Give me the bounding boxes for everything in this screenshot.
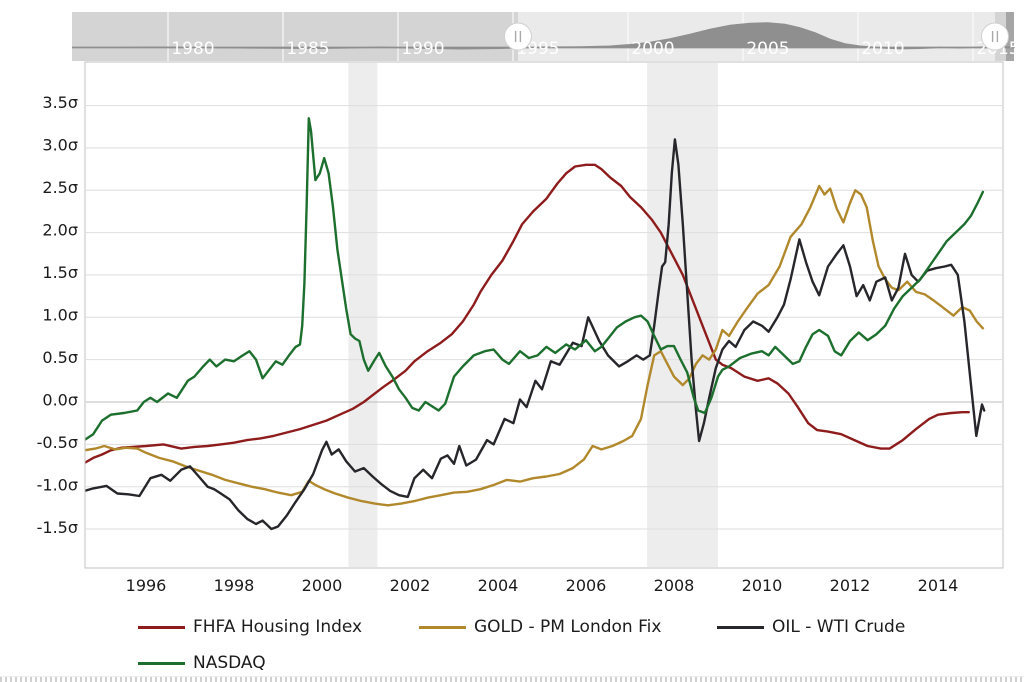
series-lines: [85, 117, 986, 531]
x-tick-label: 2008: [654, 576, 695, 595]
y-tick-label: 2.0σ: [42, 221, 78, 240]
navigator-preview-area: [71, 22, 1015, 50]
x-tick-label: 2014: [918, 576, 959, 595]
x-axis-labels: 1996 1998 2000 2002 2004 2006 2008 2010 …: [126, 576, 959, 595]
recession-band: [647, 63, 718, 567]
x-tick-label: 2010: [742, 576, 783, 595]
navigator-year-label: 2005: [746, 39, 789, 59]
legend-swatch-gold: [419, 625, 466, 629]
navigator-year-label: 1980: [171, 39, 214, 59]
series-line-gold-pm-london-fix: [85, 184, 985, 507]
plot-area[interactable]: [85, 62, 1003, 568]
x-tick-label: 1996: [126, 576, 167, 595]
x-tick-label: 1998: [214, 576, 255, 595]
x-tick-label: 2004: [478, 576, 519, 595]
plot-border: [84, 61, 1004, 569]
navigator-year-label: 2010: [861, 39, 904, 59]
recession-band: [348, 63, 378, 567]
navigator-year-label: 2000: [631, 39, 674, 59]
legend-swatch-nasdaq: [138, 661, 185, 665]
y-tick-label: -1.0σ: [37, 476, 78, 495]
legend-swatch-fhfa: [138, 625, 185, 629]
legend-label: NASDAQ: [193, 653, 266, 673]
range-navigator: 1980 1985 1990 1995 2000 2005 2010 2015: [71, 12, 1020, 61]
x-tick-label: 2002: [390, 576, 431, 595]
drag-handle-icon: [991, 31, 999, 42]
y-tick-label: 0.5σ: [42, 348, 78, 367]
navigator-left-handle[interactable]: [504, 22, 532, 51]
y-axis-labels: 3.5σ 3.0σ 2.5σ 2.0σ 1.5σ 1.0σ 0.5σ 0.0σ …: [37, 93, 78, 537]
clipped-text-strip: [0, 676, 1024, 682]
x-tick-label: 2012: [830, 576, 871, 595]
navigator-year-label: 1985: [286, 39, 329, 59]
drag-handle-icon: [514, 31, 522, 42]
x-tick-label: 2006: [566, 576, 607, 595]
recession-bands: [348, 63, 718, 567]
x-tick-label: 2000: [302, 576, 343, 595]
y-tick-label: 1.5σ: [42, 263, 78, 282]
y-tick-label: 3.0σ: [42, 136, 78, 155]
series-line-nasdaq: [85, 117, 985, 441]
legend-label: GOLD - PM London Fix: [474, 617, 662, 637]
navigator-edge-sliver: [1006, 12, 1014, 61]
navigator-year-label: 1990: [401, 39, 444, 59]
legend-item-oil[interactable]: OIL - WTI Crude: [717, 617, 906, 637]
legend-label: FHFA Housing Index: [193, 617, 363, 637]
legend-item-gold[interactable]: GOLD - PM London Fix: [419, 617, 662, 637]
navigator-area-series: [71, 22, 1015, 50]
navigator-right-handle[interactable]: [981, 22, 1009, 51]
legend-label: OIL - WTI Crude: [772, 617, 906, 637]
y-tick-label: -0.5σ: [37, 433, 78, 452]
legend-item-fhfa[interactable]: FHFA Housing Index: [138, 617, 363, 637]
y-tick-label: 3.5σ: [42, 93, 78, 112]
y-tick-label: -1.5σ: [37, 518, 78, 537]
series-line-oil-wti-crude: [85, 138, 986, 531]
main-plot: 3.5σ 3.0σ 2.5σ 2.0σ 1.5σ 1.0σ 0.5σ 0.0σ …: [37, 61, 1004, 595]
y-tick-label: 0.0σ: [42, 391, 78, 410]
legend-swatch-oil: [717, 625, 764, 629]
legend-item-nasdaq[interactable]: NASDAQ: [138, 653, 266, 673]
y-tick-label: 2.5σ: [42, 178, 78, 197]
series-line-fhfa-housing-index: [85, 163, 970, 464]
y-tick-label: 1.0σ: [42, 306, 78, 325]
